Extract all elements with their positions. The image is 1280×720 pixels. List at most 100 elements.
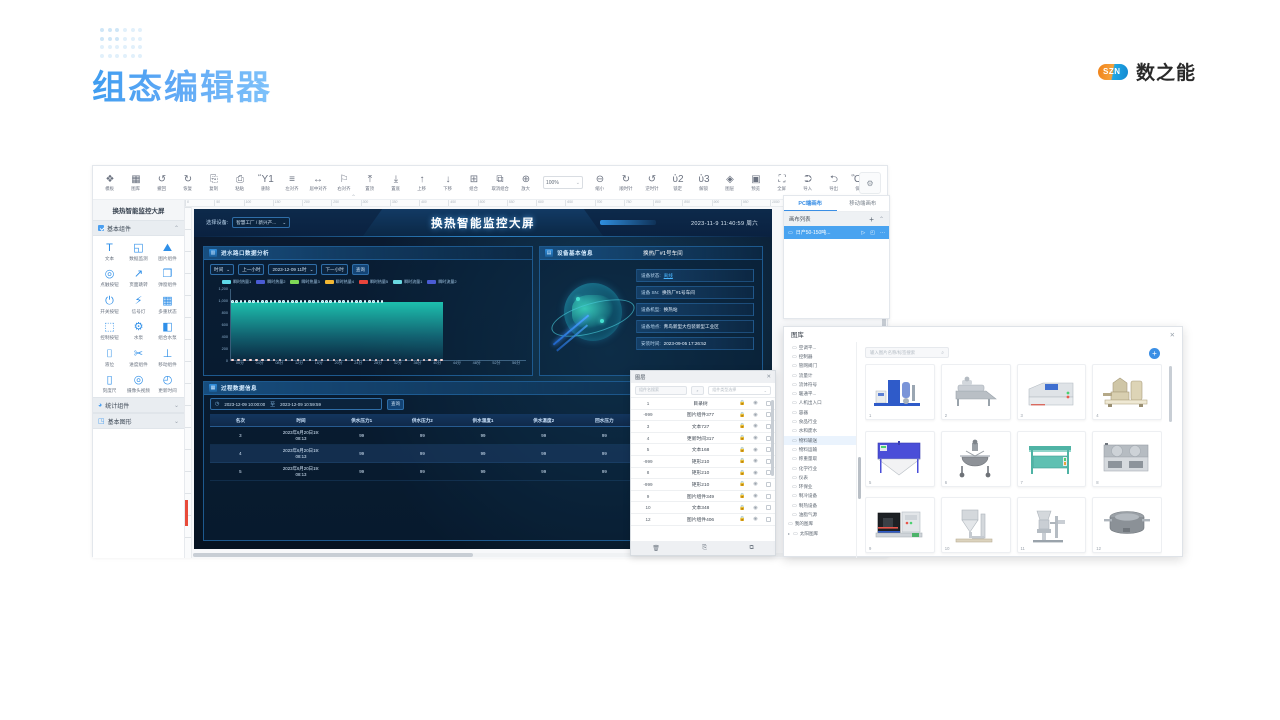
preview-button[interactable]: ▣ 预览 [743,174,769,192]
row-checkbox[interactable] [766,400,771,406]
gallery-tree-root[interactable]: ▭ 我的图库 [788,520,856,529]
layer-checkbox-cell[interactable] [762,458,775,464]
layer-row[interactable]: 4 更新时间317 🔒 ◉ [631,433,775,445]
expand-arrow-icon[interactable]: ▸ [788,531,791,537]
row-checkbox[interactable] [766,458,771,464]
lock-icon[interactable]: 🔒 [739,435,746,442]
layer-checkbox-cell[interactable] [762,447,775,453]
layer-checkbox-cell[interactable] [762,400,775,406]
eye-icon[interactable]: ◉ [753,516,758,523]
gallery-tree-item[interactable]: ▭ 仪表 [792,473,856,482]
bring-to-front-button[interactable]: ⤒ 置顶 [357,174,383,192]
checkbox-icon[interactable] [98,225,104,231]
layer-list-scrollbar[interactable] [771,400,774,476]
lock-icon[interactable]: 🔒 [739,458,746,465]
eye-icon[interactable]: ◉ [753,446,758,453]
lock-icon[interactable]: 🔒 [739,504,746,511]
layer-checkbox-cell[interactable] [762,435,775,441]
component-progress-component[interactable]: ✂ 进度组件 [124,348,153,367]
chevron-up-icon[interactable]: ⌃ [878,216,884,223]
layer-row[interactable]: 5 文本168 🔒 ◉ [631,444,775,456]
gallery-tree-item[interactable]: ▭ 物料输送 [784,435,856,446]
gallery-button[interactable]: ▦ 图库 [123,174,149,192]
gallery-item[interactable]: 5 [865,430,935,487]
zoom-level-select[interactable]: 100% ⌄ [543,176,583,189]
layer-row[interactable]: 8 矩形210 🔒 ◉ [631,468,775,480]
eye-icon[interactable]: ◉ [753,400,758,407]
chart-control-2023-12-09 11时[interactable]: 2023-12-09 11时 ⌄ [268,264,318,275]
layer-list[interactable]: 1 目录树 🔒 ◉ -999 图片组件377 🔒 ◉ 3 文本727 🔒 ◉ 4 更新时间317 🔒 ◉ 5 文本… [631,397,775,537]
eye-icon[interactable]: ◉ [753,504,758,511]
layer-row[interactable]: -999 图片组件377 🔒 ◉ [631,410,775,422]
chart-control-时间[interactable]: 时间 ⌄ [210,264,235,275]
gallery-tree-item[interactable]: ▭ 空调平... [792,343,856,352]
layers-button[interactable]: ◈ 图层 [717,174,743,192]
gallery-tree-item[interactable]: ▭ 流体符号 [792,380,856,389]
gallery-category-tree[interactable]: ▭ 空调平... ▭ 控制器 ▭ 管网阀门 ▭ 流量计 ▭ 流体符号 ▭ 暖通平... ▭ 人机出入口 ▭ 容… [784,342,856,558]
lock-icon[interactable]: 🔒 [739,400,746,407]
gallery-tree-item[interactable]: ▭ 人机出入口 [792,399,856,408]
gallery-tree-item[interactable]: ▭ 环保业 [792,482,856,491]
monitor-screen-design[interactable]: 换热智能监控大屏 选择设备: 智慧工厂 / 新兴产... ⌄ 2023-11-9… [194,209,772,549]
gallery-tree-item[interactable]: ▭ 油脂气源 [792,510,856,519]
component-multi-state[interactable]: ▦ 多重状态 [153,295,182,314]
gallery-tree-item[interactable]: ▭ 管网阀门 [792,362,856,371]
gallery-tree-item[interactable]: ▭ 制冷设备 [792,492,856,501]
gallery-item[interactable]: 11 [1016,497,1087,554]
zoom-out-button[interactable]: ⊖ 缩小 [587,174,613,192]
gallery-item[interactable]: 10 [940,497,1011,554]
rotate-ccw-button[interactable]: ↺ 逆时针 [639,174,665,192]
component-data-monitor[interactable]: ◱ 数据监测 [124,242,153,261]
component-control-button[interactable]: ⬚ 控制按钮 [95,321,124,340]
gallery-item[interactable]: 8 [1092,430,1162,487]
gallery-tree-item[interactable]: ▭ 水和废水 [792,427,856,436]
copy-icon[interactable]: ⎘ [702,544,708,551]
gallery-tree-item[interactable]: ▭ 容器 [792,408,856,417]
gallery-tree-root[interactable]: ▸ ▭ 太阳图库 [788,529,856,538]
component-ruler[interactable]: ▯ 刻度尺 [95,374,124,393]
redo-button[interactable]: ↻ 恢复 [175,174,201,192]
component-move-component[interactable]: ⊥ 移动组件 [153,348,182,367]
gallery-tree-item[interactable]: ▭ 食品行业 [792,417,856,426]
rotate-cw-button[interactable]: ↻ 顺时针 [613,174,639,192]
more-icon[interactable]: ··· [880,229,885,236]
close-icon[interactable]: ✕ [766,374,771,380]
close-icon[interactable]: ✕ [1169,331,1175,339]
move-down-button[interactable]: ↓ 下移 [435,174,461,192]
align-left-button[interactable]: ≡ 左对齐 [279,174,305,192]
lock-icon[interactable]: 🔒 [739,469,746,476]
component-combined-pump[interactable]: ◧ 组合水泵 [153,321,182,340]
chevron-down-icon[interactable]: ⌄ [173,418,179,425]
fullscreen-button[interactable]: ⛶ 全屏 [769,174,795,192]
chart-control-上一小时[interactable]: 上一小时 [238,264,265,275]
component-liquid-level[interactable]: ⌷ 液位 [95,348,124,367]
gallery-item[interactable]: 3 [1016,364,1087,420]
layer-checkbox-cell[interactable] [762,470,775,476]
row-checkbox[interactable] [766,470,771,476]
component-image-component[interactable]: ⛰ 图片组件 [153,242,182,261]
align-right-button[interactable]: ⚐ 右对齐 [331,174,357,192]
move-up-button[interactable]: ↑ 上移 [409,174,435,192]
settings-button[interactable]: ⚙ [859,172,881,194]
align-center-button[interactable]: ↔ 居中对齐 [305,174,331,192]
component-page-jump[interactable]: ↗ 页面跳转 [124,268,153,287]
gallery-tree-item[interactable]: ▭ 化学行业 [792,464,856,473]
layer-checkbox-cell[interactable] [762,505,775,511]
tab-PC端画布[interactable]: PC端画布 [784,196,837,211]
delete-icon[interactable]: 🗑 [652,545,660,552]
row-checkbox[interactable] [766,423,771,429]
layer-checkbox-cell[interactable] [762,516,775,522]
row-checkbox[interactable] [766,505,771,511]
tab-移动端画布[interactable]: 移动端画布 [849,201,877,207]
gallery-tree-item[interactable]: ▭ 制热设备 [792,501,856,510]
component-switch-button[interactable]: ⏻ 开关按钮 [95,295,124,314]
group-button[interactable]: ⊞ 组合 [461,174,487,192]
chevron-down-icon[interactable]: ⌄ [173,402,179,409]
canvas-list-item[interactable]: ▭ 日产50-150吨... ▷ ◰ ··· [784,226,889,239]
gallery-item[interactable]: 6 [940,430,1011,487]
gallery-scrollbar[interactable] [1169,366,1172,422]
lock-icon[interactable]: 🔒 [739,516,746,523]
gallery-tree-item[interactable]: ▭ 称重量取 [792,455,856,464]
layer-row[interactable]: 10 文本348 🔒 ◉ [631,502,775,514]
layer-checkbox-cell[interactable] [762,493,775,499]
